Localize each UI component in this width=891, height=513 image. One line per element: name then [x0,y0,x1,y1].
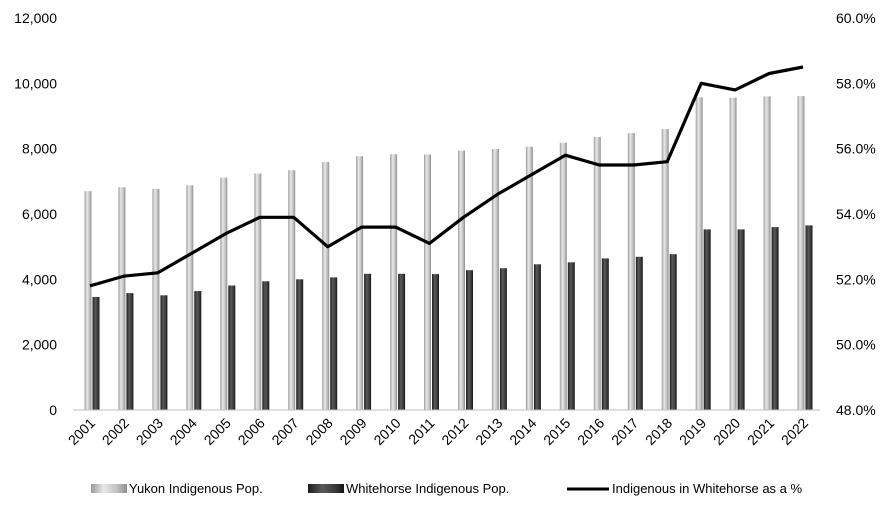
bar-yukon-2020 [729,97,737,410]
bar-whitehorse-2021 [771,227,779,410]
bar-whitehorse-2001 [92,297,100,410]
x-tick-label: 2015 [540,415,573,448]
left-tick-label: 10,000 [14,75,57,91]
bar-whitehorse-2019 [703,229,711,410]
x-tick-label: 2013 [472,415,505,448]
line-percent-series [89,65,804,288]
x-tick-label: 2022 [778,415,811,448]
bar-whitehorse-2010 [398,273,406,410]
x-tick-label: 2021 [744,415,777,448]
bar-whitehorse-2007 [296,279,304,410]
bar-whitehorse-2008 [330,277,338,410]
legend: Yukon Indigenous Pop. Whitehorse Indigen… [91,481,802,496]
bar-whitehorse-2017 [635,256,643,410]
bar-whitehorse-2004 [194,291,202,410]
x-tick-label: 2017 [608,415,641,448]
bar-yukon-2022 [797,96,805,410]
x-tick-label: 2011 [405,415,438,448]
bar-yukon-2008 [322,162,330,410]
bar-yukon-2003 [152,188,160,410]
bar-yukon-2021 [763,96,771,411]
bar-whitehorse-2013 [499,268,507,410]
x-tick-label: 2014 [506,415,539,448]
x-tick-label: 2007 [268,415,301,448]
bar-yukon-2013 [491,149,499,410]
bar-yukon-2015 [559,142,567,411]
bar-yukon-2014 [525,146,533,410]
bar-yukon-2018 [661,129,669,410]
x-tick-label: 2003 [133,415,166,448]
right-tick-label: 50.0% [836,337,876,353]
bar-yukon-2009 [356,156,364,410]
bar-yukon-2017 [627,133,635,410]
legend-label-percent: Indigenous in Whitehorse as a % [612,481,802,496]
right-tick-label: 52.0% [836,271,876,287]
left-tick-label: 8,000 [22,141,57,157]
x-tick-label: 2016 [574,415,607,448]
bar-yukon-2011 [424,154,431,410]
x-tick-label: 2002 [99,415,132,448]
x-tick-label: 2009 [336,415,369,448]
x-axis: 2001 2002 2003 2004 2005 2006 2007 2008 2009 2010… [65,415,811,448]
right-tick-label: 56.0% [836,141,876,157]
bar-yukon-2010 [390,154,398,410]
bar-yukon-2001 [84,191,92,410]
bar-whitehorse-2012 [466,270,473,410]
bar-whitehorse-2016 [601,258,609,410]
bar-yukon-2016 [593,136,601,410]
x-tick-label: 2010 [370,415,403,448]
legend-label-yukon: Yukon Indigenous Pop. [129,481,263,496]
x-tick-label: 2005 [201,415,234,448]
bar-whitehorse-2018 [669,254,677,410]
x-tick-label: 2018 [642,415,675,448]
bar-whitehorse-2005 [228,285,236,410]
left-tick-label: 2,000 [22,337,57,353]
bar-yukon-2019 [695,97,703,411]
bar-whitehorse-2002 [126,293,134,410]
x-tick-label: 2012 [438,415,471,448]
right-tick-label: 54.0% [836,206,876,222]
bar-yukon-2007 [288,170,296,410]
legend-swatch-whitehorse [308,484,344,493]
bar-whitehorse-2011 [432,274,439,410]
x-tick-label: 2008 [302,415,335,448]
right-tick-label: 48.0% [836,402,876,418]
bar-yukon-2002 [118,187,126,410]
bar-yukon-2004 [186,185,194,410]
left-tick-label: 12,000 [14,10,57,26]
bar-whitehorse-2006 [262,281,270,410]
legend-label-whitehorse: Whitehorse Indigenous Pop. [346,481,509,496]
bar-yukon-2005 [220,177,228,410]
bar-whitehorse-2020 [737,229,745,410]
x-tick-label: 2020 [710,415,743,448]
legend-swatch-yukon [91,484,127,493]
bar-whitehorse-2015 [567,262,575,410]
bar-whitehorse-2022 [805,225,813,410]
bar-whitehorse-2003 [160,295,168,410]
bar-yukon-2012 [458,150,465,410]
right-y-axis: 48.0% 50.0% 52.0% 54.0% 56.0% 58.0% 60.0% [836,10,876,418]
left-tick-label: 4,000 [22,271,57,287]
x-tick-label: 2001 [65,415,98,448]
left-tick-label: 6,000 [22,206,57,222]
bar-whitehorse-2014 [533,264,541,410]
right-tick-label: 60.0% [836,10,876,26]
left-y-axis: 0 2,000 4,000 6,000 8,000 10,000 12,000 [14,10,57,418]
left-tick-label: 0 [49,402,57,418]
plot-area [73,65,820,411]
right-tick-label: 58.0% [836,75,876,91]
bar-yukon-2006 [254,173,262,410]
bar-whitehorse-2009 [364,273,372,410]
x-tick-label: 2004 [167,415,200,448]
x-tick-label: 2019 [676,415,709,448]
x-tick-label: 2006 [235,415,268,448]
